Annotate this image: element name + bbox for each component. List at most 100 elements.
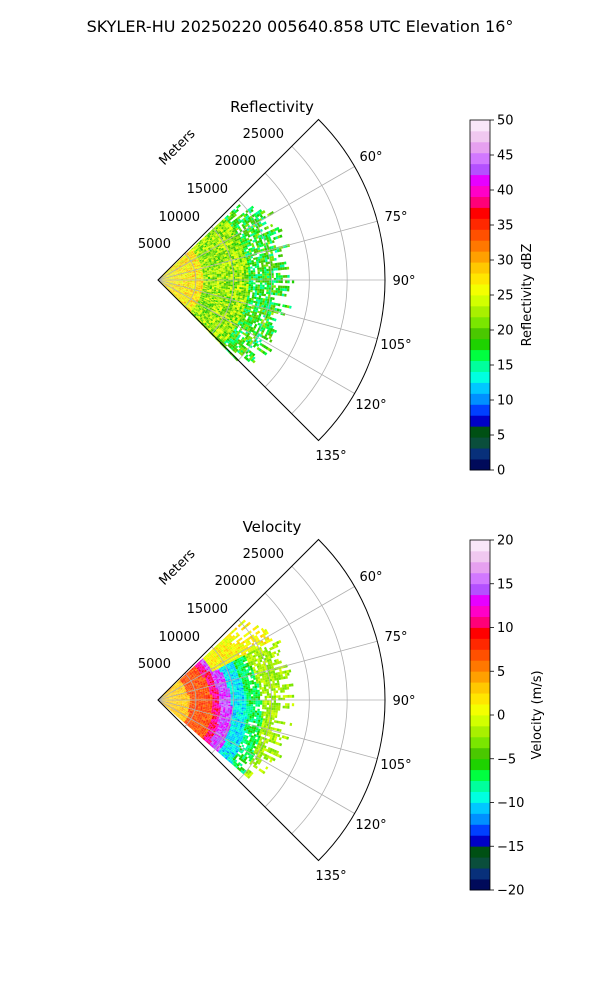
- reflectivity-gate: [255, 257, 258, 260]
- reflectivity-gate: [175, 269, 179, 271]
- reflectivity-gate: [192, 302, 195, 304]
- reflectivity-gate: [205, 243, 208, 246]
- reflectivity-gate: [204, 290, 207, 292]
- reflectivity-gate: [180, 295, 183, 297]
- reflectivity-gate: [225, 242, 229, 245]
- reflectivity-gate: [164, 281, 167, 282]
- reflectivity-gate: [275, 236, 279, 240]
- reflectivity-gate: [175, 275, 179, 277]
- reflectivity-gate: [165, 285, 168, 287]
- reflectivity-gate: [208, 324, 212, 328]
- reflectivity-gate: [229, 249, 232, 252]
- reflectivity-gate: [227, 240, 231, 244]
- reflectivity-gate: [246, 237, 250, 241]
- reflectivity-gate: [167, 271, 169, 274]
- reflectivity-gate: [214, 308, 217, 311]
- reflectivity-gate: [240, 218, 244, 222]
- reflectivity-gate: [198, 281, 202, 282]
- reflectivity-gate: [201, 254, 204, 257]
- reflectivity-gate: [173, 281, 177, 283]
- reflectivity-gate: [235, 321, 239, 324]
- reflectivity-gate: [180, 259, 183, 262]
- reflectivity-gate: [273, 231, 277, 235]
- reflectivity-gate: [242, 294, 246, 297]
- reflectivity-gate: [212, 237, 216, 241]
- reflectivity-gate: [238, 348, 242, 352]
- reflectivity-gate: [251, 244, 255, 248]
- reflectivity-gate: [235, 317, 238, 320]
- reflectivity-gate: [185, 281, 188, 282]
- reflectivity-gate: [252, 268, 256, 271]
- reflectivity-gate: [231, 248, 235, 251]
- reflectivity-gate: [176, 270, 179, 272]
- reflectivity-gate: [253, 325, 257, 329]
- reflectivity-gate: [259, 293, 262, 296]
- reflectivity-gate: [258, 244, 262, 248]
- reflectivity-gate: [196, 254, 199, 257]
- reflectivity-gate: [248, 272, 251, 275]
- reflectivity-gate: [213, 247, 216, 250]
- reflectivity-gate: [175, 290, 178, 293]
- reflectivity-gate: [238, 302, 241, 306]
- reflectivity-gate: [238, 329, 242, 333]
- reflectivity-gate: [164, 280, 167, 282]
- reflectivity-gate: [230, 311, 234, 314]
- reflectivity-gate: [206, 303, 210, 306]
- reflectivity-gate: [245, 291, 248, 294]
- reflectivity-gate: [173, 292, 176, 295]
- reflectivity-gate: [183, 302, 186, 305]
- reflectivity-gate: [173, 282, 176, 284]
- reflectivity-gate: [164, 276, 167, 278]
- reflectivity-gate: [280, 288, 283, 291]
- reflectivity-gate: [211, 303, 215, 306]
- reflectivity-gate: [242, 311, 246, 315]
- reflectivity-gate: [221, 308, 225, 312]
- reflectivity-gate: [164, 276, 167, 278]
- reflectivity-gate: [178, 289, 181, 292]
- reflectivity-gate: [238, 334, 241, 338]
- reflectivity-gate: [226, 330, 230, 334]
- reflectivity-gate: [214, 276, 217, 278]
- reflectivity-gate: [183, 270, 187, 272]
- reflectivity-gate: [173, 276, 176, 278]
- reflectivity-gate: [195, 245, 198, 248]
- reflectivity-gate: [252, 246, 256, 250]
- reflectivity-gate: [251, 227, 255, 231]
- reflectivity-gate: [253, 261, 257, 265]
- reflectivity-gate: [239, 269, 242, 272]
- reflectivity-gate: [200, 294, 204, 296]
- reflectivity-gate: [202, 307, 205, 310]
- reflectivity-gate: [223, 271, 226, 274]
- reflectivity-gate: [241, 300, 245, 303]
- reflectivity-gate: [248, 227, 252, 230]
- reflectivity-gate: [240, 321, 244, 325]
- reflectivity-gate: [215, 250, 218, 254]
- reflectivity-gate: [250, 256, 254, 259]
- reflectivity-gate: [233, 255, 237, 258]
- reflectivity-gate: [238, 266, 242, 269]
- reflectivity-gate: [244, 282, 247, 284]
- reflectivity-gate: [250, 351, 254, 356]
- reflectivity-gate: [236, 336, 240, 339]
- reflectivity-gate: [239, 238, 243, 242]
- reflectivity-gate: [257, 276, 261, 279]
- reflectivity-gate: [229, 330, 233, 334]
- reflectivity-gate: [205, 317, 209, 320]
- reflectivity-gate: [174, 263, 177, 265]
- reflectivity-gate: [265, 337, 269, 341]
- reflectivity-gate: [268, 266, 271, 269]
- reflectivity-gate: [223, 281, 227, 284]
- reflectivity-gate: [201, 266, 204, 268]
- reflectivity-gate: [173, 288, 177, 290]
- reflectivity-gate: [175, 263, 178, 266]
- reflectivity-gate: [211, 244, 215, 248]
- reflectivity-gate: [201, 303, 205, 306]
- reflectivity-gate: [227, 301, 230, 304]
- reflectivity-gate: [231, 342, 235, 346]
- reflectivity-gate: [250, 358, 254, 362]
- reflectivity-gate: [200, 283, 204, 285]
- reflectivity-gate: [247, 295, 250, 298]
- reflectivity-gate: [215, 242, 219, 245]
- reflectivity-gate: [203, 316, 206, 320]
- reflectivity-gate: [218, 304, 222, 307]
